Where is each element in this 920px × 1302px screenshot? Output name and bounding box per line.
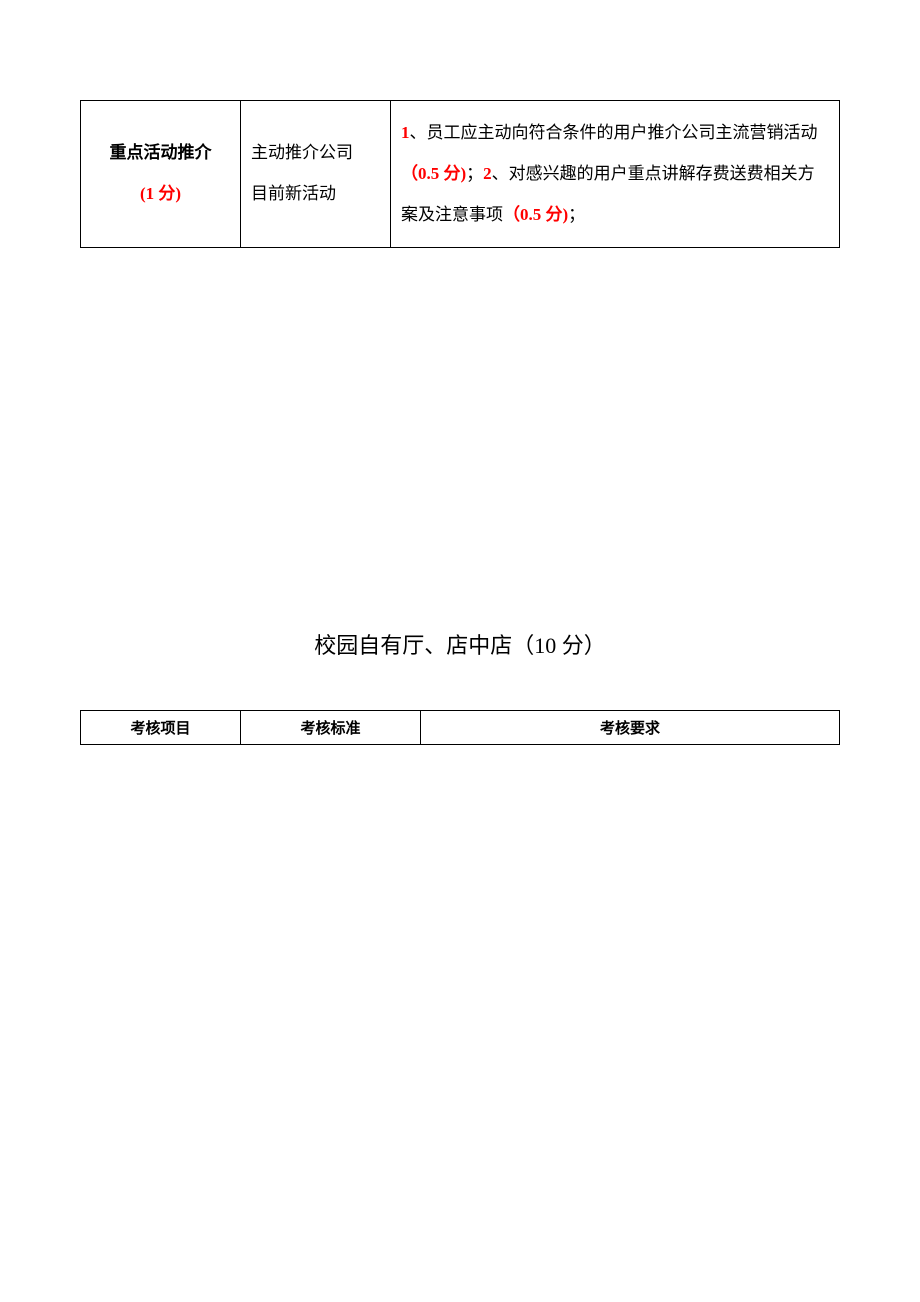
req-text: 、员工应主动向符合条件的用户推介公司主流营销活动 (410, 123, 818, 142)
item-score: (1 分) (140, 184, 181, 203)
req-tail: ； (568, 205, 585, 224)
assessment-requirement-cell: 1、员工应主动向符合条件的用户推介公司主流营销活动（0.5 分)；2、对感兴趣的… (391, 101, 840, 248)
req-score: （0.5 分) (401, 164, 466, 183)
standard-text-line: 目前新活动 (251, 174, 380, 215)
section-title: 校园自有厅、店中店（10 分） (80, 628, 840, 660)
assessment-table-2: 考核项目 考核标准 考核要求 (80, 710, 840, 745)
req-number: 1 (401, 123, 410, 142)
req-score: （0.5 分) (503, 205, 568, 224)
req-number: 2 (483, 164, 492, 183)
header-standard: 考核标准 (241, 711, 421, 745)
header-item: 考核项目 (81, 711, 241, 745)
standard-text-line: 主动推介公司 (251, 133, 380, 174)
assessment-item-cell: 重点活动推介 (1 分) (81, 101, 241, 248)
item-title: 重点活动推介 (110, 143, 212, 162)
table-row: 重点活动推介 (1 分) 主动推介公司 目前新活动 1、员工应主动向符合条件的用… (81, 101, 840, 248)
assessment-standard-cell: 主动推介公司 目前新活动 (241, 101, 391, 248)
header-requirement: 考核要求 (421, 711, 840, 745)
req-sep: ； (466, 164, 483, 183)
assessment-table-1: 重点活动推介 (1 分) 主动推介公司 目前新活动 1、员工应主动向符合条件的用… (80, 100, 840, 248)
table-header-row: 考核项目 考核标准 考核要求 (81, 711, 840, 745)
